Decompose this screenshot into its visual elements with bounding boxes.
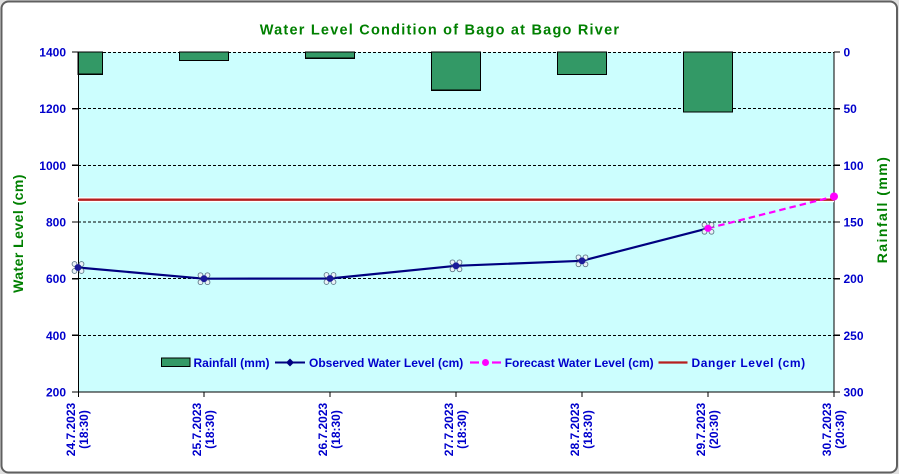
svg-text:Danger Level (cm): Danger Level (cm): [692, 356, 806, 370]
svg-text:800: 800: [46, 216, 66, 230]
svg-text:Rainfall (mm): Rainfall (mm): [194, 356, 270, 370]
svg-text:24.7.2023(18:30): 24.7.2023(18:30): [64, 402, 91, 456]
svg-text:1400: 1400: [39, 46, 66, 60]
svg-text:1000: 1000: [39, 159, 66, 173]
svg-text:200: 200: [46, 386, 66, 400]
svg-text:Rainfall (mm): Rainfall (mm): [874, 156, 890, 264]
svg-text:26.7.2023(18:30): 26.7.2023(18:30): [316, 402, 343, 456]
svg-text:Observed Water Level (cm): Observed Water Level (cm): [309, 356, 463, 370]
svg-text:300: 300: [844, 386, 864, 400]
svg-text:1200: 1200: [39, 102, 66, 116]
svg-text:25.7.2023(18:30): 25.7.2023(18:30): [190, 402, 217, 456]
svg-text:600: 600: [46, 272, 66, 286]
svg-text:200: 200: [844, 272, 864, 286]
svg-text:0: 0: [844, 46, 851, 60]
svg-text:28.7.2023(18:30): 28.7.2023(18:30): [568, 402, 595, 456]
svg-text:50: 50: [844, 102, 858, 116]
svg-text:Water Level (cm): Water Level (cm): [10, 174, 26, 293]
svg-text:400: 400: [46, 329, 66, 343]
svg-text:250: 250: [844, 329, 864, 343]
svg-text:Water Level Condition of Bago: Water Level Condition of Bago at Bago Ri…: [260, 23, 620, 39]
svg-text:150: 150: [844, 216, 864, 230]
svg-text:Forecast Water Level (cm): Forecast Water Level (cm): [505, 356, 654, 370]
svg-text:30.7.2023(20:30): 30.7.2023(20:30): [820, 402, 847, 456]
svg-text:27.7.2023(18:30): 27.7.2023(18:30): [442, 402, 469, 456]
svg-text:29.7.2023(20:30): 29.7.2023(20:30): [694, 402, 721, 456]
svg-text:100: 100: [844, 159, 864, 173]
